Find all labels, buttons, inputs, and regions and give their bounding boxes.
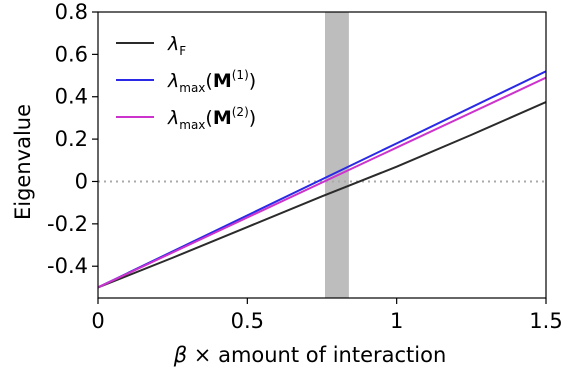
x-tick-label: 0.5 — [231, 309, 264, 333]
x-axis-label-text: × amount of interaction — [187, 343, 446, 367]
x-tick-label: 0 — [91, 309, 104, 333]
legend-label-3: λmax(M(2)) — [167, 105, 256, 132]
x-tick-label: 1 — [390, 309, 403, 333]
series-line-1 — [98, 101, 546, 289]
y-tick-label: 0 — [75, 169, 88, 193]
series-line-3 — [98, 76, 546, 289]
y-tick-label: -0.4 — [47, 254, 88, 278]
x-axis-label: β × amount of interaction — [173, 343, 447, 367]
legend-label-2: λmax(M(1)) — [167, 68, 256, 95]
y-tick-label: 0.6 — [55, 42, 88, 66]
y-tick-label: 0.8 — [55, 0, 88, 24]
y-tick-label: 0.4 — [55, 85, 88, 109]
y-tick-label: -0.2 — [47, 212, 88, 236]
x-axis-label-symbol: β — [173, 343, 187, 367]
y-tick-label: 0.2 — [55, 127, 88, 151]
legend-label-1: λF — [167, 33, 186, 58]
y-axis-label: Eigenvalue — [11, 104, 35, 220]
plot-frame — [97, 11, 547, 299]
shaded-band — [324, 12, 349, 298]
x-tick-label: 1.5 — [529, 309, 562, 333]
